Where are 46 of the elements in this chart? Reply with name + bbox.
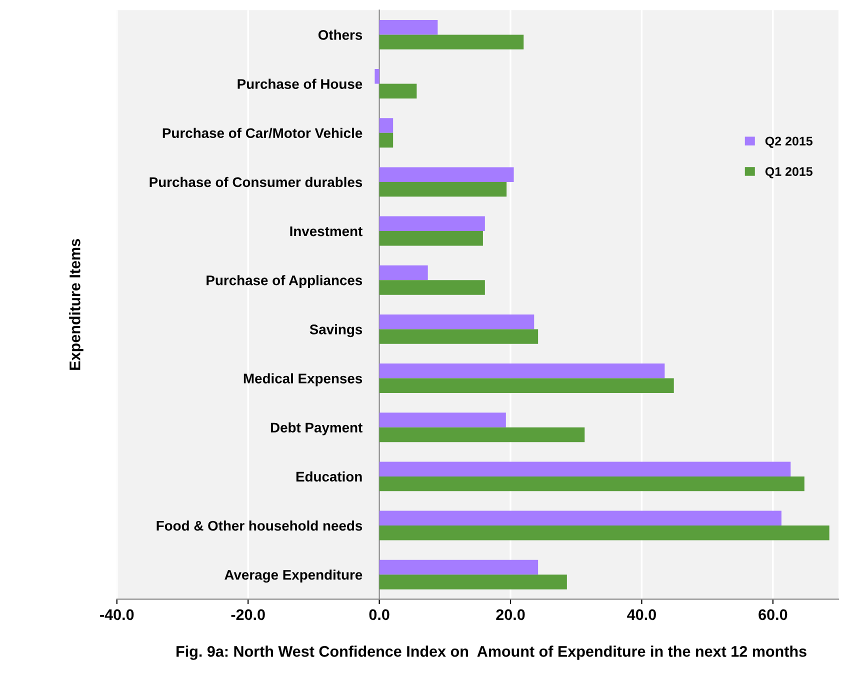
bar [379, 265, 428, 280]
y-tick-label: Food & Other household needs [156, 520, 362, 531]
y-tick-label: Savings [310, 324, 362, 338]
bar [379, 167, 514, 182]
x-tick-label: -40.0 [100, 609, 134, 620]
bar [379, 574, 567, 590]
bar [379, 364, 665, 378]
y-tick-label: Education [296, 471, 362, 482]
text: Fig. 9a: North West Confidence Index on Amount of Expenditure in the next 12 months [176, 646, 806, 660]
x-tick-label: 40.0 [627, 609, 656, 620]
bar [379, 560, 538, 575]
bar [379, 84, 417, 99]
y-tick-label: Debt Payment [270, 422, 362, 436]
bar [379, 20, 438, 35]
y-tick-label: Purchase of House [238, 78, 362, 89]
bar [379, 34, 524, 50]
x-tick-label: -20.0 [231, 609, 265, 620]
legend-label: Q2 2015 [765, 136, 813, 148]
bar [379, 329, 538, 344]
y-tick-label: Investment [290, 226, 362, 236]
y-axis-title: Expenditure Items [69, 239, 84, 370]
bar [379, 314, 534, 330]
bar [379, 412, 506, 428]
bar [379, 280, 485, 295]
bar [379, 510, 782, 526]
x-tick-label: 20.0 [496, 609, 525, 620]
bar [379, 526, 830, 540]
legend-label: Q1 2015 [765, 167, 813, 178]
y-tick-label: Purchase of Car/Motor Vehicle [162, 128, 362, 138]
y-tick-label: Medical Expenses [244, 373, 362, 386]
bar [379, 132, 394, 148]
bar [379, 231, 483, 246]
bar [379, 216, 485, 232]
bar [379, 427, 585, 442]
bar [379, 462, 791, 476]
y-tick-label: Purchase of Appliances [206, 275, 362, 288]
y-tick-label: Purchase of Consumer durables [150, 176, 362, 188]
bar [379, 476, 804, 492]
bar [379, 378, 674, 393]
bar [379, 182, 507, 197]
y-tick-label: Average Expenditure [224, 570, 362, 583]
bar [374, 69, 380, 84]
x-tick-label: 0.0 [369, 609, 390, 620]
y-tick-label: Others [318, 30, 362, 40]
bar [379, 118, 394, 133]
x-tick-label: 60.0 [758, 609, 788, 620]
